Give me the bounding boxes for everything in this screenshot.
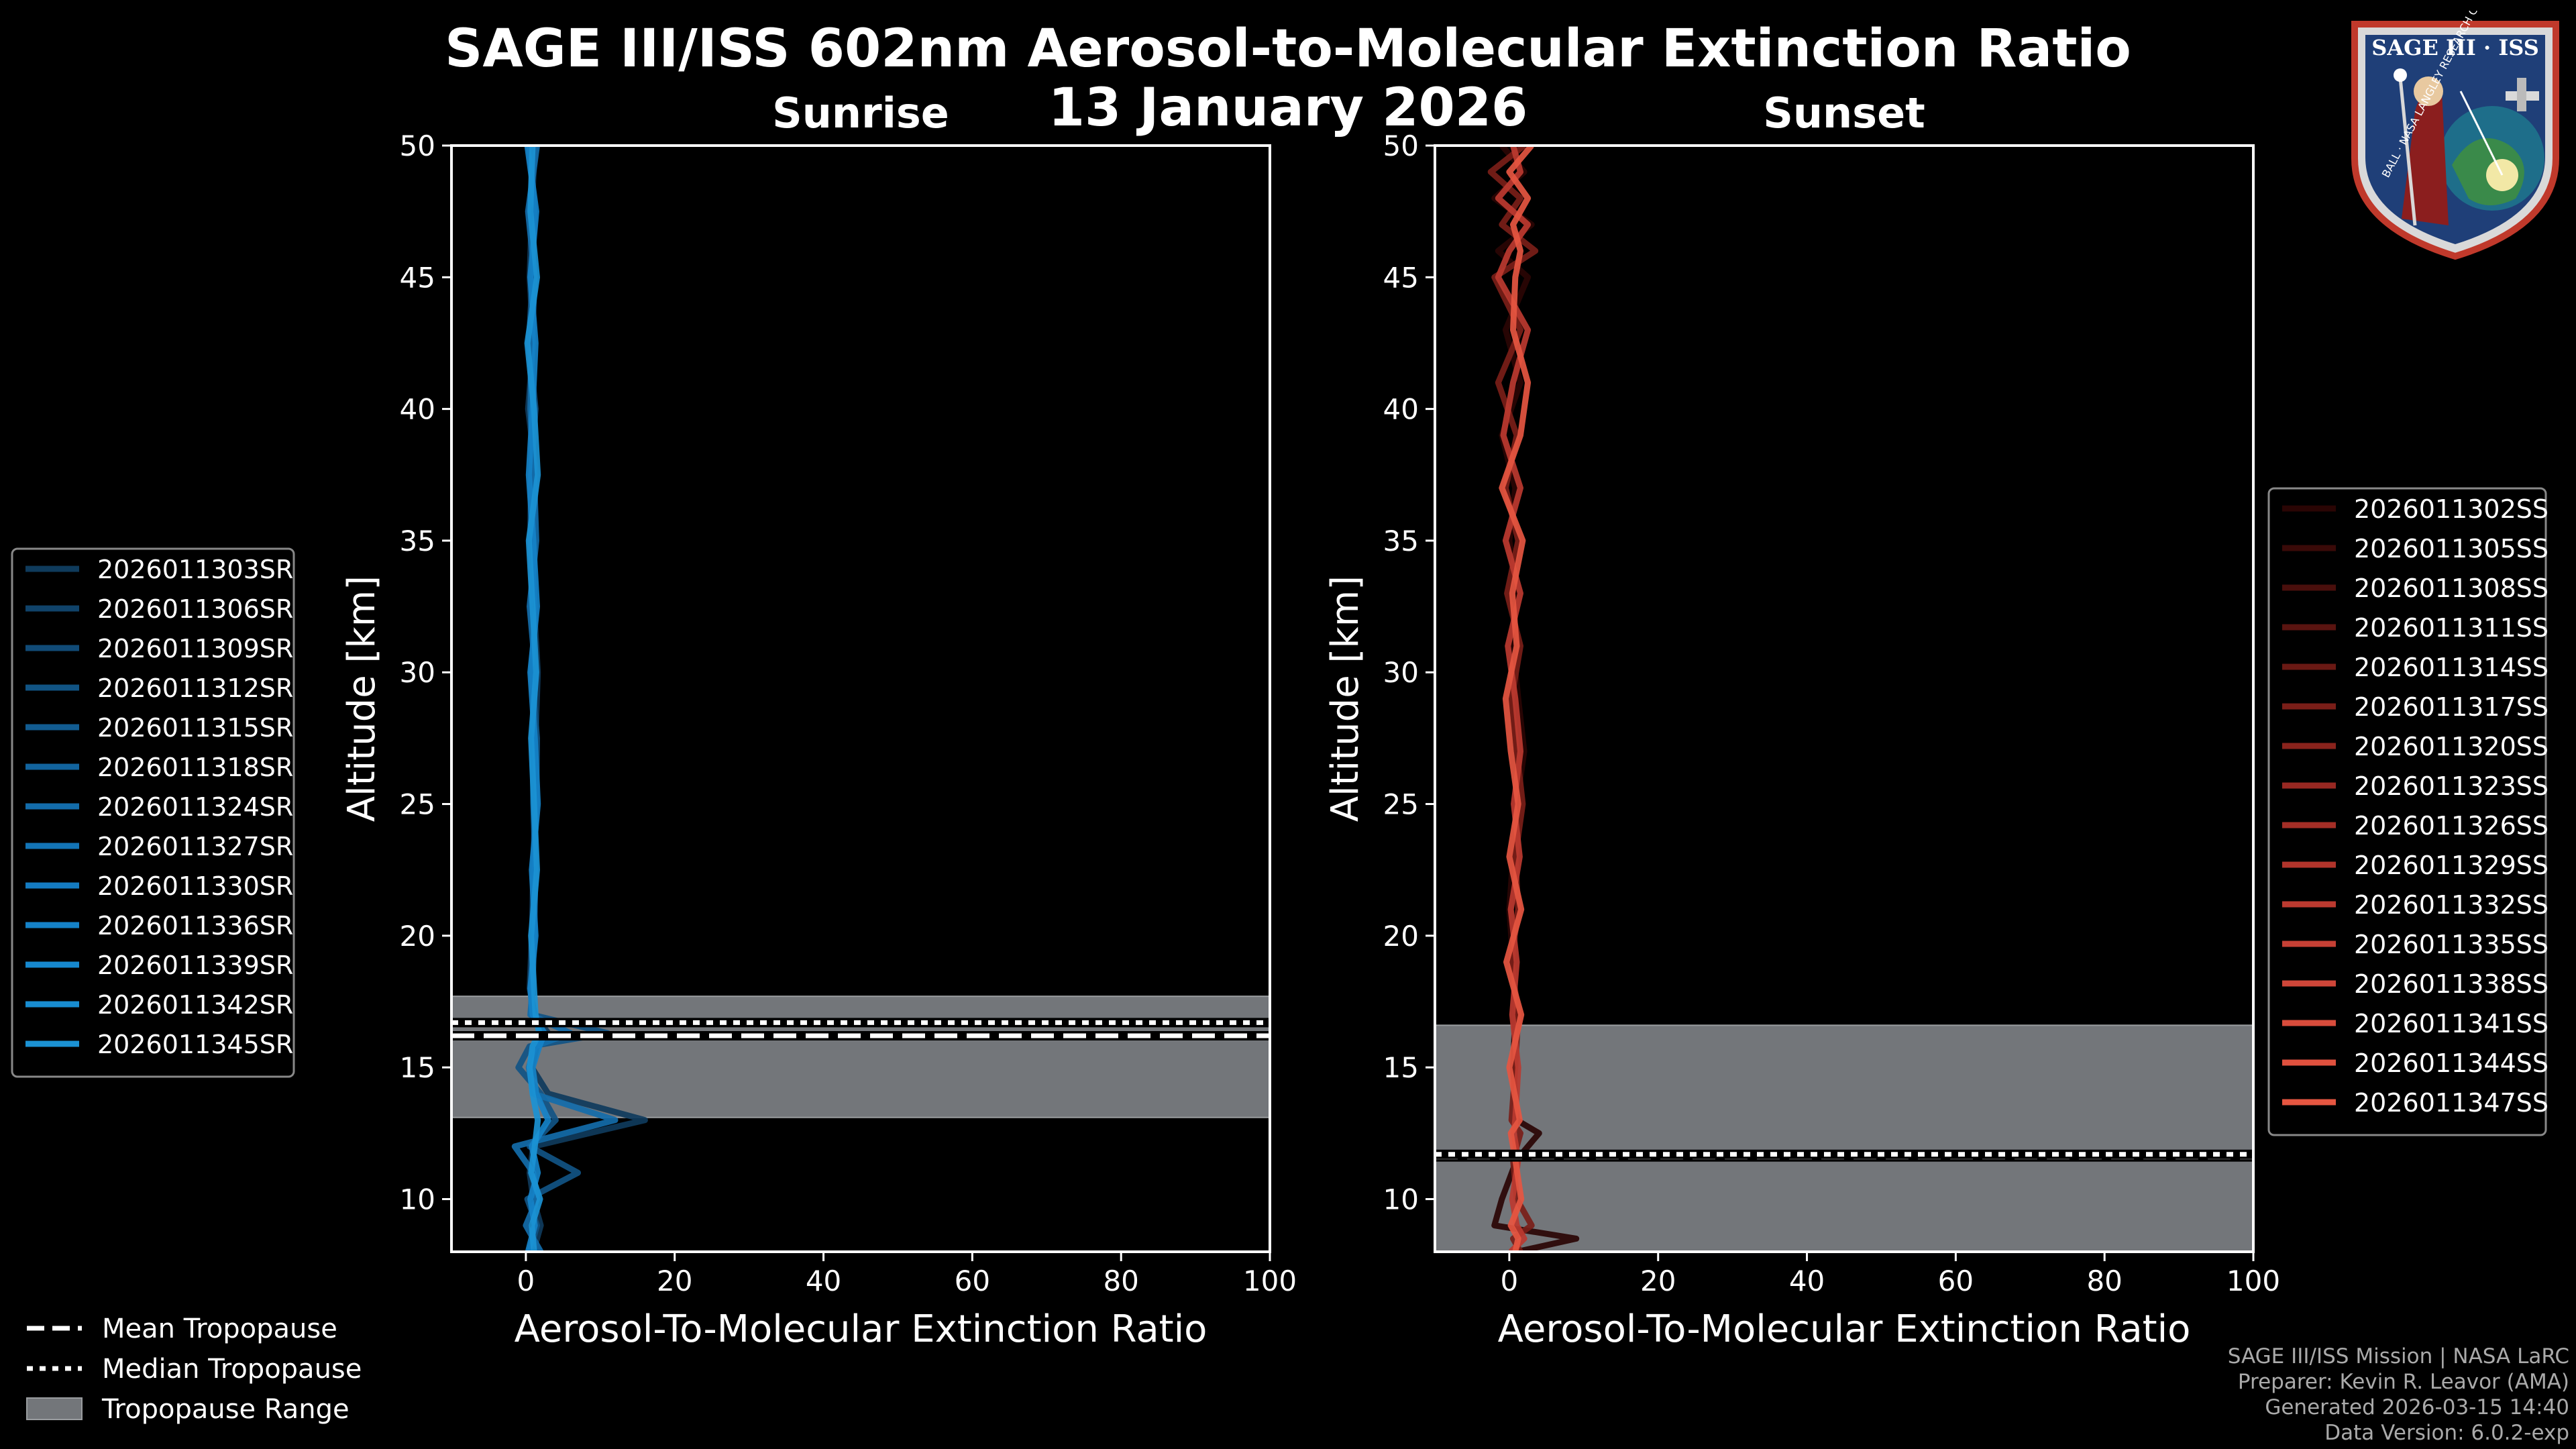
legend-entry-label: 2026011308SS <box>2354 574 2548 603</box>
legend-entry-label: 2026011344SS <box>2354 1049 2548 1078</box>
y-tick-label: 40 <box>400 393 435 426</box>
tropopause-range-swatch <box>26 1397 83 1420</box>
legend-entry-label: 2026011329SS <box>2354 851 2548 880</box>
x-tick-label: 100 <box>2226 1265 2280 1297</box>
x-tick-label: 20 <box>657 1265 692 1297</box>
x-tick-label: 0 <box>517 1265 535 1297</box>
legend-entry-label: 2026011312SR <box>97 674 293 703</box>
y-tick-label: 40 <box>1383 393 1419 426</box>
x-tick-label: 40 <box>806 1265 841 1297</box>
y-tick-label: 30 <box>400 656 435 689</box>
y-tick-label: 35 <box>400 525 435 557</box>
y-tick-label: 50 <box>400 129 435 162</box>
legend-entry-label: 2026011303SR <box>97 555 293 584</box>
y-tick-label: 20 <box>1383 920 1419 953</box>
figure-date: 13 January 2026 <box>1048 78 1528 138</box>
y-tick-label: 15 <box>1383 1051 1419 1084</box>
legend-entry-label: 2026011335SS <box>2354 930 2548 959</box>
sunset-plot-frame <box>1434 144 2255 1253</box>
x-tick-label: 0 <box>1501 1265 1519 1297</box>
legend-entry-label: 2026011327SR <box>97 832 293 861</box>
sunrise-tropopause-range <box>451 996 1271 1118</box>
sunset-legend-box <box>2267 487 2547 1136</box>
sunrise-legend-box <box>11 547 295 1078</box>
sunset-legend: 2026011302SS 2026011305SS 2026011308SS 2026… <box>2267 487 2548 1136</box>
sunrise-profiles <box>511 146 648 1252</box>
x-tick-label: 80 <box>2086 1265 2122 1297</box>
x-tick-label: 100 <box>1243 1265 1297 1297</box>
x-tick-label: 20 <box>1640 1265 1676 1297</box>
legend-entry-label: 2026011345SR <box>97 1030 293 1059</box>
legend-entry-label: 2026011330SR <box>97 871 293 901</box>
legend-entry-label: 2026011309SR <box>97 634 293 663</box>
sunset-panel-title: Sunset <box>1763 89 1925 138</box>
sunset-tropopause-range <box>1434 1024 2254 1253</box>
sunrise-x-axis-label: Aerosol-To-Molecular Extinction Ratio <box>515 1307 1208 1351</box>
x-tick-label: 60 <box>955 1265 990 1297</box>
legend-entry-label: 2026011318SR <box>97 753 293 782</box>
sunset-profiles <box>1487 146 1580 1252</box>
sunset-profile-line <box>1499 146 1534 1252</box>
x-tick-label: 40 <box>1789 1265 1825 1297</box>
legend-entry-label: 2026011317SS <box>2354 692 2548 722</box>
legend-entry-label: 2026011311SS <box>2354 613 2548 643</box>
footer-preparer: Preparer: Kevin R. Leavor (AMA) <box>2237 1370 2569 1394</box>
sage-mission-logo: SAGE III · ISS BALL · NASA LANGLEY RESEA… <box>2351 11 2559 260</box>
legend-entry-label: 2026011326SS <box>2354 811 2548 841</box>
range-tropopause-label: Tropopause Range <box>101 1394 350 1425</box>
legend-entry-label: 2026011341SS <box>2354 1009 2548 1038</box>
sunset-y-axis-label: Altitude [km] <box>1324 576 1367 822</box>
y-tick-label: 45 <box>1383 261 1419 294</box>
y-tick-label: 25 <box>1383 788 1419 821</box>
legend-entry-label: 2026011320SS <box>2354 732 2548 761</box>
y-tick-label: 10 <box>400 1183 435 1216</box>
legend-entry-label: 2026011324SR <box>97 792 293 822</box>
footer-mission: SAGE III/ISS Mission | NASA LaRC <box>2227 1344 2569 1368</box>
legend-entry-label: 2026011332SS <box>2354 890 2548 920</box>
sunrise-profile-line <box>524 146 543 1252</box>
legend-entry-label: 2026011338SS <box>2354 969 2548 999</box>
sunrise-panel-title: Sunrise <box>772 89 949 138</box>
figure-title: SAGE III/ISS 602nm Aerosol-to-Molecular … <box>445 19 2131 79</box>
legend-entry-label: 2026011305SS <box>2354 534 2548 564</box>
footer-version: Data Version: 6.0.2-exp <box>2324 1421 2569 1445</box>
y-tick-label: 25 <box>400 788 435 821</box>
sunrise-panel: 0 20 40 60 80 100 10 15 20 25 30 35 40 45 50 Sunrise Aer… <box>11 89 1297 1351</box>
legend-entry-label: 2026011336SR <box>97 911 293 941</box>
legend-entry-label: 2026011342SR <box>97 990 293 1020</box>
legend-entry-label: 2026011315SR <box>97 713 293 743</box>
median-tropopause-label: Median Tropopause <box>102 1354 362 1385</box>
x-tick-label: 60 <box>1938 1265 1974 1297</box>
legend-entry-label: 2026011339SR <box>97 951 293 980</box>
y-tick-label: 20 <box>400 920 435 953</box>
sunset-panel: 0 20 40 60 80 100 10 15 20 25 30 35 40 45 50 Sunset Aero… <box>1324 89 2548 1351</box>
y-tick-label: 50 <box>1383 129 1419 162</box>
legend-entry-label: 2026011306SR <box>97 594 293 624</box>
legend-entry-label: 2026011323SS <box>2354 771 2548 801</box>
legend-entry-label: 2026011302SS <box>2354 494 2548 524</box>
mean-tropopause-label: Mean Tropopause <box>102 1313 337 1344</box>
legend-entry-label: 2026011314SS <box>2354 653 2548 682</box>
logo-top-text: SAGE III · ISS <box>2371 35 2539 60</box>
y-tick-label: 10 <box>1383 1183 1419 1216</box>
footer-generated: Generated 2026-03-15 14:40 <box>2265 1395 2569 1419</box>
y-tick-label: 35 <box>1383 525 1419 557</box>
sunrise-y-axis-label: Altitude [km] <box>340 576 384 822</box>
legend-entry-label: 2026011347SS <box>2354 1088 2548 1118</box>
tropopause-legend: Mean Tropopause Median Tropopause Tropopau… <box>26 1313 362 1425</box>
x-tick-label: 80 <box>1103 1265 1138 1297</box>
sunset-x-axis-label: Aerosol-To-Molecular Extinction Ratio <box>1498 1307 2191 1351</box>
sunrise-legend: 2026011303SR 2026011306SR 2026011309SR 2026… <box>11 547 295 1078</box>
sunrise-plot-frame <box>450 144 1271 1253</box>
y-tick-label: 30 <box>1383 656 1419 689</box>
y-tick-label: 15 <box>400 1051 435 1084</box>
y-tick-label: 45 <box>400 261 435 294</box>
